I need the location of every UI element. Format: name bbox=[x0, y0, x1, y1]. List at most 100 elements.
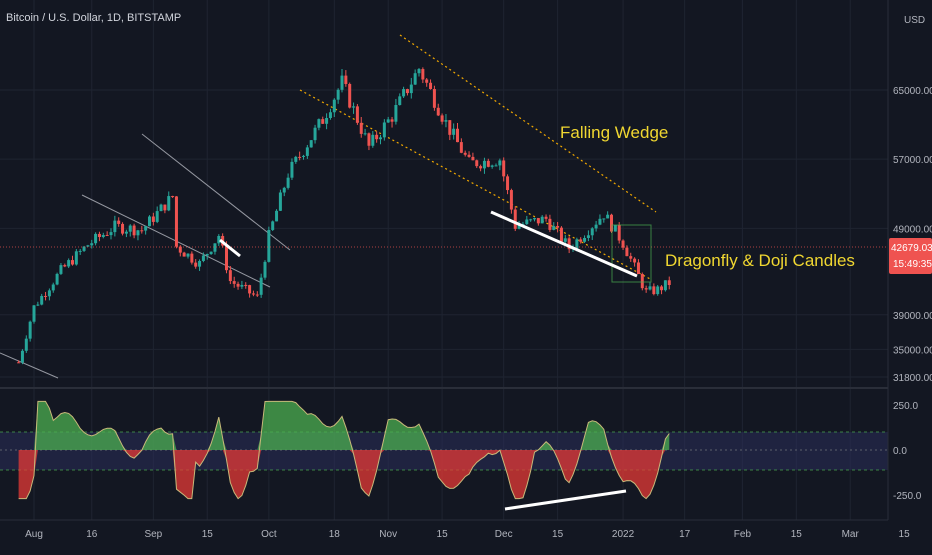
candle-body bbox=[548, 218, 552, 230]
candle-body bbox=[394, 105, 398, 122]
price-scale[interactable] bbox=[888, 0, 932, 550]
candle-body bbox=[413, 73, 417, 85]
candle-body bbox=[90, 243, 94, 246]
candle-body bbox=[36, 304, 40, 306]
candle-body bbox=[559, 227, 563, 242]
time-scale[interactable]: Aug 16 Sep 15 Oct 18 Nov 15 Dec 15 2022 17 Feb 15 Mar 1… bbox=[25, 529, 910, 540]
time-tick-label: 15 bbox=[202, 529, 214, 540]
candle-body bbox=[390, 119, 394, 122]
time-tick-label: Oct bbox=[261, 529, 277, 540]
candle-body bbox=[463, 152, 467, 155]
time-tick-label: 16 bbox=[86, 529, 98, 540]
candle-body bbox=[490, 165, 494, 167]
candle-body bbox=[556, 226, 560, 228]
candle-body bbox=[159, 204, 163, 212]
candle-body bbox=[298, 156, 302, 158]
candle-body bbox=[74, 251, 78, 265]
candle-body bbox=[482, 160, 486, 169]
wedge-upper-line bbox=[399, 34, 657, 213]
candle-body bbox=[640, 273, 644, 289]
candle-series bbox=[17, 67, 671, 365]
candle-body bbox=[97, 233, 101, 238]
candle-body bbox=[529, 219, 533, 221]
candle-body bbox=[232, 281, 236, 284]
currency-label: USD bbox=[904, 15, 925, 26]
time-tick-label: 15 bbox=[552, 529, 564, 540]
candle-body bbox=[228, 270, 232, 282]
candle-body bbox=[502, 160, 506, 177]
candle-body bbox=[425, 79, 429, 83]
candle-body bbox=[509, 190, 513, 210]
candle-body bbox=[17, 362, 21, 364]
candle-body bbox=[467, 154, 471, 157]
candle-body bbox=[240, 284, 244, 287]
candle-body bbox=[636, 262, 640, 274]
candle-body bbox=[452, 128, 456, 135]
candle-body bbox=[128, 225, 132, 232]
candle-body bbox=[598, 218, 602, 225]
candle-body bbox=[290, 161, 294, 178]
candle-body bbox=[267, 229, 271, 262]
last-price-value: 42679.03 bbox=[891, 243, 932, 254]
candle-body bbox=[652, 286, 656, 295]
candle-body bbox=[506, 176, 510, 191]
candle-body bbox=[309, 140, 313, 148]
candle-body bbox=[513, 209, 517, 229]
candle-body bbox=[567, 238, 571, 250]
candle-body bbox=[167, 196, 171, 211]
candle-body bbox=[20, 350, 24, 363]
candle-body bbox=[44, 295, 48, 297]
last-price-badge bbox=[889, 238, 932, 274]
candle-body bbox=[375, 134, 379, 140]
candle-body bbox=[178, 246, 182, 253]
price-divergence-line-sep bbox=[219, 238, 241, 258]
candle-body bbox=[348, 83, 352, 108]
candle-body bbox=[409, 84, 413, 94]
candle-body bbox=[533, 218, 536, 220]
candle-body bbox=[563, 238, 567, 242]
candle-body bbox=[456, 128, 459, 143]
candle-body bbox=[55, 273, 59, 285]
candle-body bbox=[444, 120, 448, 122]
candle-body bbox=[517, 225, 521, 229]
candle-body bbox=[328, 112, 332, 118]
time-tick-label: Nov bbox=[379, 529, 397, 540]
candle-body bbox=[621, 240, 625, 248]
candle-body bbox=[140, 230, 144, 232]
old-trend-line bbox=[0, 352, 59, 379]
candle-body bbox=[94, 233, 98, 244]
candle-body bbox=[498, 160, 502, 166]
candle-body bbox=[244, 284, 248, 286]
candle-body bbox=[494, 165, 498, 167]
price-tick-label: 31800.00 bbox=[893, 373, 932, 384]
candle-body bbox=[198, 260, 202, 267]
candle-body bbox=[633, 258, 637, 263]
candle-body bbox=[363, 133, 367, 135]
candle-body bbox=[209, 251, 213, 255]
candle-body bbox=[205, 254, 209, 256]
candle-body bbox=[82, 246, 86, 251]
candle-body bbox=[336, 89, 340, 100]
candle-body bbox=[575, 239, 579, 249]
time-tick-label: Aug bbox=[25, 529, 43, 540]
candle-body bbox=[78, 250, 82, 252]
candle-body bbox=[579, 239, 583, 242]
oscillator-tick-label: 0.0 bbox=[893, 446, 907, 457]
time-tick-label: Dec bbox=[495, 529, 513, 540]
candle-body bbox=[471, 156, 475, 161]
candle-body bbox=[305, 147, 309, 156]
candle-body bbox=[186, 253, 190, 257]
candle-body bbox=[148, 216, 151, 227]
candle-body bbox=[32, 305, 36, 322]
candle-body bbox=[136, 230, 140, 236]
candle-body bbox=[255, 294, 259, 296]
dragonfly-doji-label: Dragonfly & Doji Candles bbox=[665, 251, 855, 270]
candle-body bbox=[440, 115, 444, 122]
symbol-title[interactable]: Bitcoin / U.S. Dollar, 1D, BITSTAMP bbox=[6, 12, 182, 24]
candle-body bbox=[544, 216, 548, 219]
candle-body bbox=[629, 256, 633, 259]
candle-body bbox=[113, 220, 117, 233]
oscillator-scale-ticks: 250.0 0.0 -250.0 bbox=[893, 401, 922, 502]
